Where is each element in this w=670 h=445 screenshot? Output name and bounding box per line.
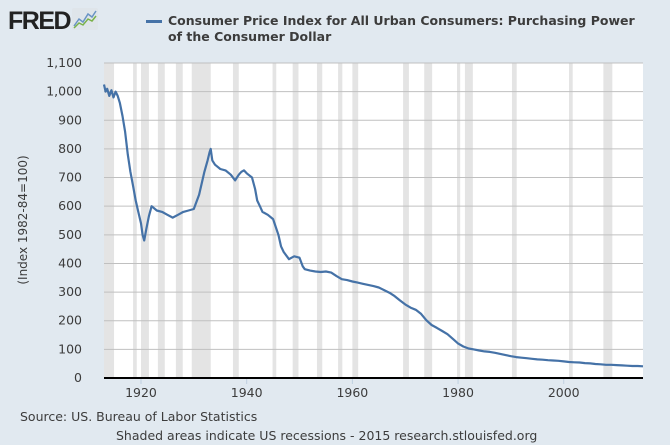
legend-label: Consumer Price Index for All Urban Consu…	[168, 13, 635, 44]
axes	[104, 377, 643, 384]
plot-background	[104, 63, 643, 378]
recession-band	[424, 63, 433, 378]
y-tick-label: 500	[58, 227, 82, 242]
recession-band	[175, 63, 183, 378]
x-tick-label: 1980	[442, 385, 474, 400]
y-tick-label: 1,000	[46, 84, 82, 99]
y-tick-label: 400	[58, 255, 82, 270]
recession-band	[464, 63, 473, 378]
recession-band	[511, 63, 517, 378]
recession-band	[403, 63, 409, 378]
recession-band	[191, 63, 211, 378]
y-tick-label: 600	[58, 198, 82, 213]
recession-band	[338, 63, 343, 378]
recession-band	[133, 63, 137, 378]
y-tick-label: 700	[58, 170, 82, 185]
y-tick-label: 100	[58, 341, 82, 356]
plot-area	[104, 63, 643, 378]
recession-band	[569, 63, 573, 378]
recession-band	[603, 63, 613, 378]
recession-band	[292, 63, 299, 378]
series-layer	[102, 84, 644, 368]
logo-text: FRED	[8, 6, 72, 35]
source-note: Source: US. Bureau of Labor Statistics	[20, 409, 258, 424]
y-tick-label: 300	[58, 284, 82, 299]
y-tick-label: 1,100	[46, 55, 82, 70]
series-line	[102, 84, 644, 368]
chart-line-icon	[72, 8, 99, 34]
y-tick-label: 200	[58, 313, 82, 328]
recession-band	[157, 63, 165, 378]
x-tick-label: 1940	[231, 385, 263, 400]
recession-band	[104, 63, 115, 378]
chart-legend: Consumer Price Index for All Urban Consu…	[146, 13, 646, 45]
y-tick-labels: 0 100 200 300 400 500 600 700 800 900 1,000 1,100	[46, 55, 82, 385]
recession-band	[352, 63, 359, 378]
y-tick-label: 0	[74, 370, 82, 385]
legend-swatch	[146, 20, 162, 23]
y-axis-title: (Index 1982-84=100)	[16, 155, 30, 284]
y-tick-label: 900	[58, 112, 82, 127]
recession-bands	[104, 63, 613, 378]
x-tick-label: 2000	[548, 385, 580, 400]
recession-band	[456, 63, 461, 378]
x-tick-label: 1920	[125, 385, 157, 400]
recession-band	[316, 63, 323, 378]
fred-logo: FRED	[8, 6, 99, 35]
x-tick-labels: 1920 1940 1960 1980 2000	[125, 385, 580, 400]
y-tick-label: 800	[58, 141, 82, 156]
x-tick-label: 1960	[336, 385, 368, 400]
recession-band	[232, 63, 239, 378]
recession-note: Shaded areas indicate US recessions - 20…	[116, 428, 538, 443]
recession-band	[140, 63, 149, 378]
